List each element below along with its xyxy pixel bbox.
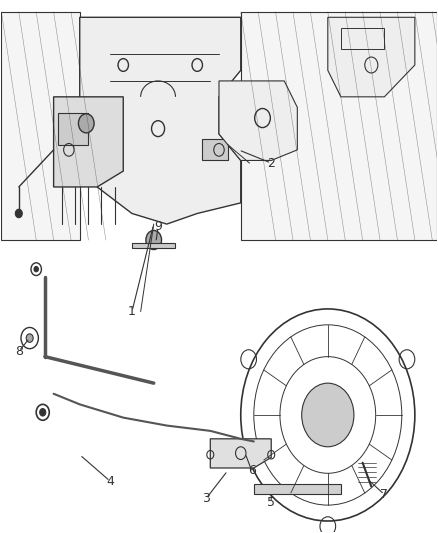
Text: 5: 5: [267, 496, 275, 509]
Polygon shape: [80, 17, 241, 224]
Circle shape: [302, 383, 354, 447]
Text: 6: 6: [248, 464, 256, 477]
Bar: [201, 139, 228, 160]
Text: 2: 2: [267, 157, 275, 169]
Text: 1: 1: [128, 305, 136, 318]
Text: 8: 8: [15, 345, 23, 358]
Bar: [58, 113, 88, 144]
Circle shape: [34, 266, 39, 272]
Text: 9: 9: [154, 220, 162, 233]
Polygon shape: [328, 17, 415, 97]
Text: 3: 3: [202, 492, 210, 505]
Polygon shape: [210, 439, 271, 468]
Circle shape: [26, 334, 33, 342]
Circle shape: [78, 114, 94, 133]
Polygon shape: [241, 12, 437, 240]
Polygon shape: [1, 12, 80, 240]
Bar: [341, 28, 385, 49]
Circle shape: [146, 230, 162, 249]
Text: 7: 7: [380, 488, 389, 501]
Circle shape: [40, 409, 46, 416]
Polygon shape: [219, 81, 297, 160]
Text: 4: 4: [106, 475, 114, 488]
Polygon shape: [53, 97, 123, 187]
Polygon shape: [254, 484, 341, 495]
Circle shape: [15, 209, 22, 217]
Polygon shape: [132, 243, 176, 248]
